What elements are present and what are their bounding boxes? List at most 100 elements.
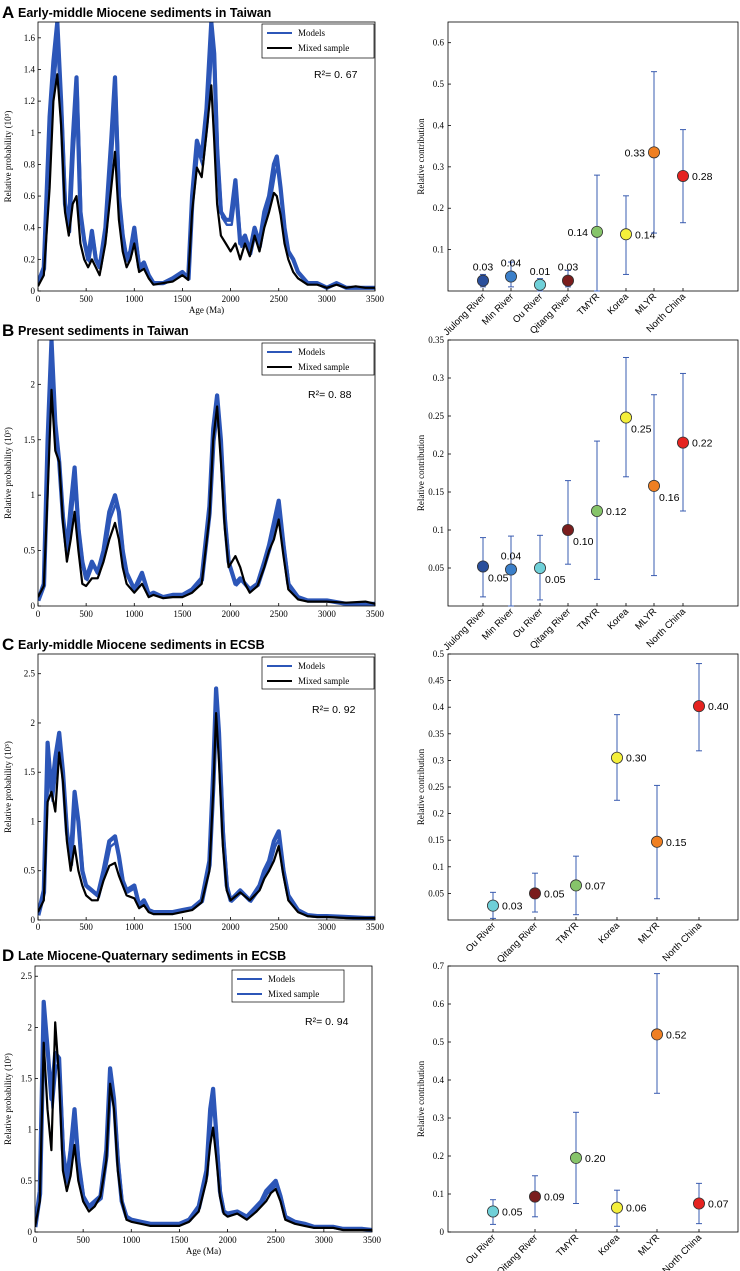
- data-label: 0.03: [558, 262, 579, 274]
- data-point-jiulong-river: [476, 274, 489, 287]
- y-tick-label: 0.5: [433, 649, 445, 659]
- y-tick-label: 1.5: [24, 767, 36, 777]
- x-tick-label: 1000: [122, 1235, 141, 1245]
- category-label: Ou River: [464, 1232, 498, 1266]
- x-tick-label: 3000: [318, 609, 337, 619]
- y-tick-label: 0.05: [428, 563, 444, 573]
- y-tick-label: 0.2: [433, 1151, 444, 1161]
- category-label: MLYR: [633, 606, 659, 632]
- data-point-tmyr: [591, 504, 604, 517]
- data-label: 0.16: [659, 492, 680, 504]
- x-tick-label: 3500: [366, 609, 385, 619]
- x-tick-label: 2000: [222, 294, 241, 304]
- x-tick-label: 2000: [222, 609, 241, 619]
- y-tick-label: 0.5: [433, 79, 445, 89]
- x-tick-label: 500: [79, 922, 93, 932]
- y-axis-label: Relative probability (10³): [3, 741, 13, 833]
- category-label: Jiulong River: [442, 291, 489, 338]
- series-group: [38, 340, 375, 606]
- y-tick-label: 2.5: [24, 669, 36, 679]
- y-axis-label: Relative contribution: [416, 1060, 426, 1137]
- x-tick-label: 2000: [222, 922, 241, 932]
- y-tick-label: 0.6: [24, 191, 36, 201]
- data-label: 0.20: [585, 1153, 606, 1165]
- plot-frame: [37, 21, 376, 292]
- y-tick-label: 0.1: [433, 525, 444, 535]
- y-tick-label: 0.35: [428, 729, 444, 739]
- y-tick-label: 0.35: [428, 335, 444, 345]
- x-tick-label: 1500: [173, 922, 192, 932]
- x-tick-label: 0: [36, 609, 41, 619]
- line-chart-C: C Early-middle Miocene sediments in ECSB 0…: [2, 635, 385, 932]
- data-point-jiulong-river: [476, 560, 489, 573]
- data-point-north-china: [677, 169, 690, 182]
- legend: Models Mixed sample: [231, 969, 345, 1003]
- y-tick-label: 2: [31, 379, 36, 389]
- data-point-north-china: [693, 700, 706, 713]
- x-axis-label: Age (Ma): [189, 305, 224, 315]
- x-tick-label: 1500: [173, 294, 192, 304]
- series-line-models: [38, 22, 375, 290]
- y-tick-label: 1: [31, 816, 36, 826]
- x-tick-label: 3000: [318, 922, 337, 932]
- x-tick-label: 500: [76, 1235, 90, 1245]
- y-tick-label: 0.3: [433, 373, 445, 383]
- y-tick-label: 1.2: [24, 96, 35, 106]
- category-label: Qitang River: [495, 1232, 540, 1271]
- data-label: 0.33: [625, 147, 646, 159]
- x-tick-label: 1000: [125, 294, 144, 304]
- data-point-korea: [620, 228, 633, 241]
- x-tick-label: 1500: [173, 609, 192, 619]
- y-tick-label: 0.15: [428, 835, 444, 845]
- data-label: 0.14: [568, 227, 589, 239]
- y-tick-label: 0.3: [433, 1113, 445, 1123]
- y-axis-label: Relative contribution: [416, 434, 426, 511]
- legend-label-mixed-sample: Mixed sample: [298, 43, 349, 53]
- x-tick-label: 1500: [170, 1235, 189, 1245]
- y-tick-label: 0.4: [24, 223, 36, 233]
- y-axis-label: Relative contribution: [416, 118, 426, 195]
- category-label: North China: [660, 1232, 704, 1271]
- panel-letter: C: [2, 635, 14, 654]
- category-label: TMYR: [575, 291, 602, 318]
- chart-title: Early-middle Miocene sediments in ECSB: [18, 638, 265, 652]
- chart-title: Present sediments in Taiwan: [18, 324, 189, 338]
- y-tick-label: 0.25: [428, 782, 444, 792]
- data-point-mlyr: [648, 479, 661, 492]
- data-label: 0.03: [473, 262, 494, 274]
- x-tick-label: 0: [36, 922, 41, 932]
- series-line-mixed-sample: [35, 1021, 372, 1232]
- data-point-ou-river: [534, 562, 547, 575]
- legend-label-mixed-sample: Mixed sample: [268, 989, 319, 999]
- data-point-ou-river: [486, 1205, 499, 1218]
- x-tick-label: 2500: [270, 609, 289, 619]
- category-label: MLYR: [633, 291, 659, 317]
- data-label: 0.30: [626, 753, 647, 765]
- x-tick-label: 500: [79, 609, 93, 619]
- y-tick-label: 0.4: [433, 1075, 445, 1085]
- legend-box: [261, 342, 375, 376]
- data-label: 0.05: [502, 1206, 523, 1218]
- plot-frame: [447, 339, 739, 607]
- data-point-korea: [611, 751, 624, 764]
- x-tick-label: 3000: [315, 1235, 334, 1245]
- data-label: 0.06: [626, 1203, 647, 1215]
- data-point-tmyr: [591, 225, 604, 238]
- data-point-min-river: [504, 270, 517, 283]
- category-label: Jiulong River: [442, 606, 489, 653]
- legend-label-models: Models: [298, 347, 325, 357]
- legend-box: [231, 969, 345, 1003]
- y-tick-label: 0.7: [433, 961, 445, 971]
- data-point-tmyr: [570, 879, 583, 892]
- y-tick-label: 0.1: [433, 1189, 444, 1199]
- panel-letter: D: [2, 946, 14, 965]
- category-label: Qitang River: [495, 920, 540, 965]
- data-point-mlyr: [651, 835, 664, 848]
- x-axis-label: Age (Ma): [186, 1246, 221, 1256]
- r-squared-annotation: R²= 0. 92: [312, 704, 356, 716]
- x-tick-label: 3500: [366, 922, 385, 932]
- y-tick-label: 1: [28, 1125, 33, 1135]
- data-label: 0.04: [501, 551, 522, 563]
- data-label: 0.05: [544, 888, 565, 900]
- y-axis-label: Relative probability (10³): [3, 427, 13, 519]
